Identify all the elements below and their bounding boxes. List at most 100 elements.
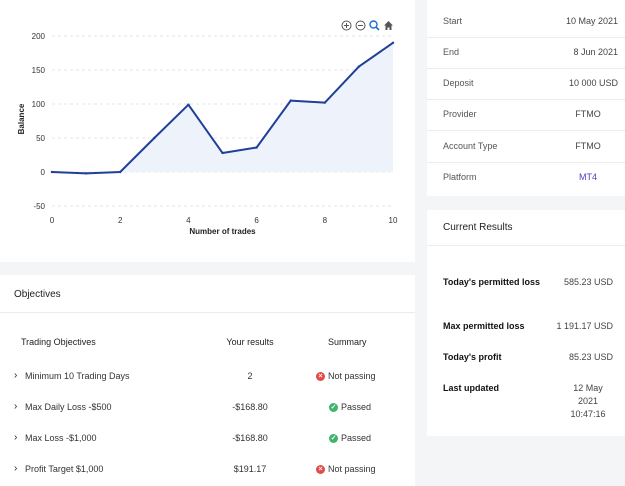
info-label: Provider [443, 109, 477, 119]
info-label: End [443, 47, 460, 57]
y-tick-label: 100 [32, 100, 46, 109]
data-point [84, 172, 88, 175]
zoom-out-icon[interactable] [354, 19, 366, 31]
data-point [289, 99, 292, 102]
y-tick-label: 0 [41, 168, 46, 177]
info-label: Account Type [443, 141, 498, 151]
info-label: Deposit [443, 78, 474, 88]
result-value: 12 May 2021 10:47:16 [570, 383, 606, 419]
result-row-todays-profit: Today's profit 85.23 USD [443, 351, 613, 364]
balance-area [52, 42, 393, 174]
objectives-title: Objectives [14, 289, 61, 300]
header-trading-objectives: Trading Objectives [21, 337, 96, 347]
chevron-right-icon[interactable]: › [14, 401, 18, 412]
balance-chart-card: 200 150 100 50 0 -50 0 2 4 6 8 10 Number of trades … [0, 0, 415, 262]
x-tick-label: 4 [186, 216, 191, 225]
x-tick-label: 2 [118, 216, 123, 225]
magnify-icon[interactable] [368, 19, 380, 31]
data-point [153, 136, 156, 140]
objective-result: 2 [247, 371, 253, 381]
fail-icon: × [316, 464, 325, 474]
objective-row[interactable]: › Max Daily Loss -$500 -$168.80 ✓ Passed [0, 401, 415, 421]
info-row-start: Start 10 May 2021 [443, 16, 618, 26]
check-icon: ✓ [329, 433, 338, 443]
data-point [357, 65, 361, 68]
summary-text: Not passing [328, 464, 376, 474]
objective-summary: × Not passing [316, 464, 376, 474]
objective-result: -$168.80 [232, 402, 268, 412]
result-row-todays-permitted-loss: Today's permitted loss 585.23 USD [443, 276, 613, 289]
platform-link[interactable]: MT4 [579, 172, 597, 182]
info-value: FTMO [575, 141, 601, 151]
info-value: 10 May 2021 [565, 16, 618, 26]
result-label: Last updated [443, 383, 500, 393]
objective-row[interactable]: › Minimum 10 Trading Days 2 × Not passin… [0, 370, 415, 390]
info-value: FTMO [575, 109, 601, 119]
divider [427, 37, 625, 38]
x-tick-label: 0 [50, 216, 55, 225]
objective-result: $191.17 [233, 464, 267, 474]
result-label: Today's profit [443, 352, 502, 362]
objective-name: Max Daily Loss -$500 [25, 402, 112, 412]
objective-row[interactable]: › Max Loss -$1,000 -$168.80 ✓ Passed [0, 432, 415, 452]
data-point [221, 151, 224, 155]
objective-row[interactable]: › Profit Target $1,000 $191.17 × Not pas… [0, 463, 415, 483]
chevron-right-icon[interactable]: › [14, 432, 18, 443]
data-point [323, 101, 326, 104]
summary-text: Passed [341, 433, 372, 443]
divider [427, 130, 625, 131]
current-results-card: Current Results Today's permitted loss 5… [427, 210, 625, 436]
header-summary: Summary [328, 337, 367, 347]
header-your-results: Your results [226, 337, 274, 347]
info-row-end: End 8 Jun 2021 [443, 47, 618, 57]
data-point [255, 146, 258, 149]
objective-summary: ✓ Passed [329, 433, 371, 443]
result-value: 585.23 USD [563, 277, 613, 287]
info-row-provider: Provider FTMO [443, 109, 618, 119]
data-point [187, 103, 190, 106]
y-tick-label: 200 [32, 32, 46, 41]
result-row-max-permitted-loss: Max permitted loss 1 191.17 USD [443, 320, 613, 333]
divider [0, 312, 415, 313]
chart-toolbar [340, 19, 394, 31]
account-info-card: Start 10 May 2021 End 8 Jun 2021 Deposit… [427, 0, 625, 196]
divider [427, 68, 625, 69]
result-value: 85.23 USD [568, 352, 613, 362]
result-row-last-updated: Last updated 12 May 2021 10:47:16 [443, 382, 613, 421]
info-label: Start [443, 16, 463, 26]
y-axis-label: Balance [17, 103, 26, 134]
info-row-account-type: Account Type FTMO [443, 141, 618, 151]
chevron-right-icon[interactable]: › [14, 463, 18, 474]
divider [427, 99, 625, 100]
chevron-right-icon[interactable]: › [14, 370, 18, 381]
summary-text: Passed [341, 402, 372, 412]
y-tick-label: 150 [32, 66, 46, 75]
y-tick-label: -50 [33, 202, 45, 211]
result-label: Max permitted loss [443, 321, 525, 331]
objective-name: Max Loss -$1,000 [25, 433, 97, 443]
data-point [391, 41, 395, 44]
x-axis-label: Number of trades [189, 227, 256, 236]
summary-text: Not passing [328, 371, 376, 381]
objective-name: Profit Target $1,000 [25, 464, 104, 474]
result-value: 1 191.17 USD [556, 321, 613, 331]
objective-result: -$168.80 [232, 433, 268, 443]
objective-summary: × Not passing [316, 371, 376, 381]
info-label: Platform [443, 172, 477, 182]
x-tick-label: 6 [254, 216, 259, 225]
x-tick-label: 10 [389, 216, 398, 225]
info-value: 8 Jun 2021 [573, 47, 618, 57]
zoom-in-icon[interactable] [340, 19, 352, 31]
objective-summary: ✓ Passed [329, 402, 371, 412]
data-point [119, 170, 122, 174]
info-value: 10 000 USD [568, 78, 618, 88]
data-point [50, 170, 54, 174]
home-icon[interactable] [382, 19, 394, 31]
result-label: Today's permitted loss [443, 277, 540, 287]
current-results-title: Current Results [443, 222, 513, 233]
fail-icon: × [316, 371, 325, 381]
objectives-card: Objectives Trading Objectives Your resul… [0, 275, 415, 486]
objective-name: Minimum 10 Trading Days [25, 371, 130, 381]
info-row-deposit: Deposit 10 000 USD [443, 78, 618, 88]
